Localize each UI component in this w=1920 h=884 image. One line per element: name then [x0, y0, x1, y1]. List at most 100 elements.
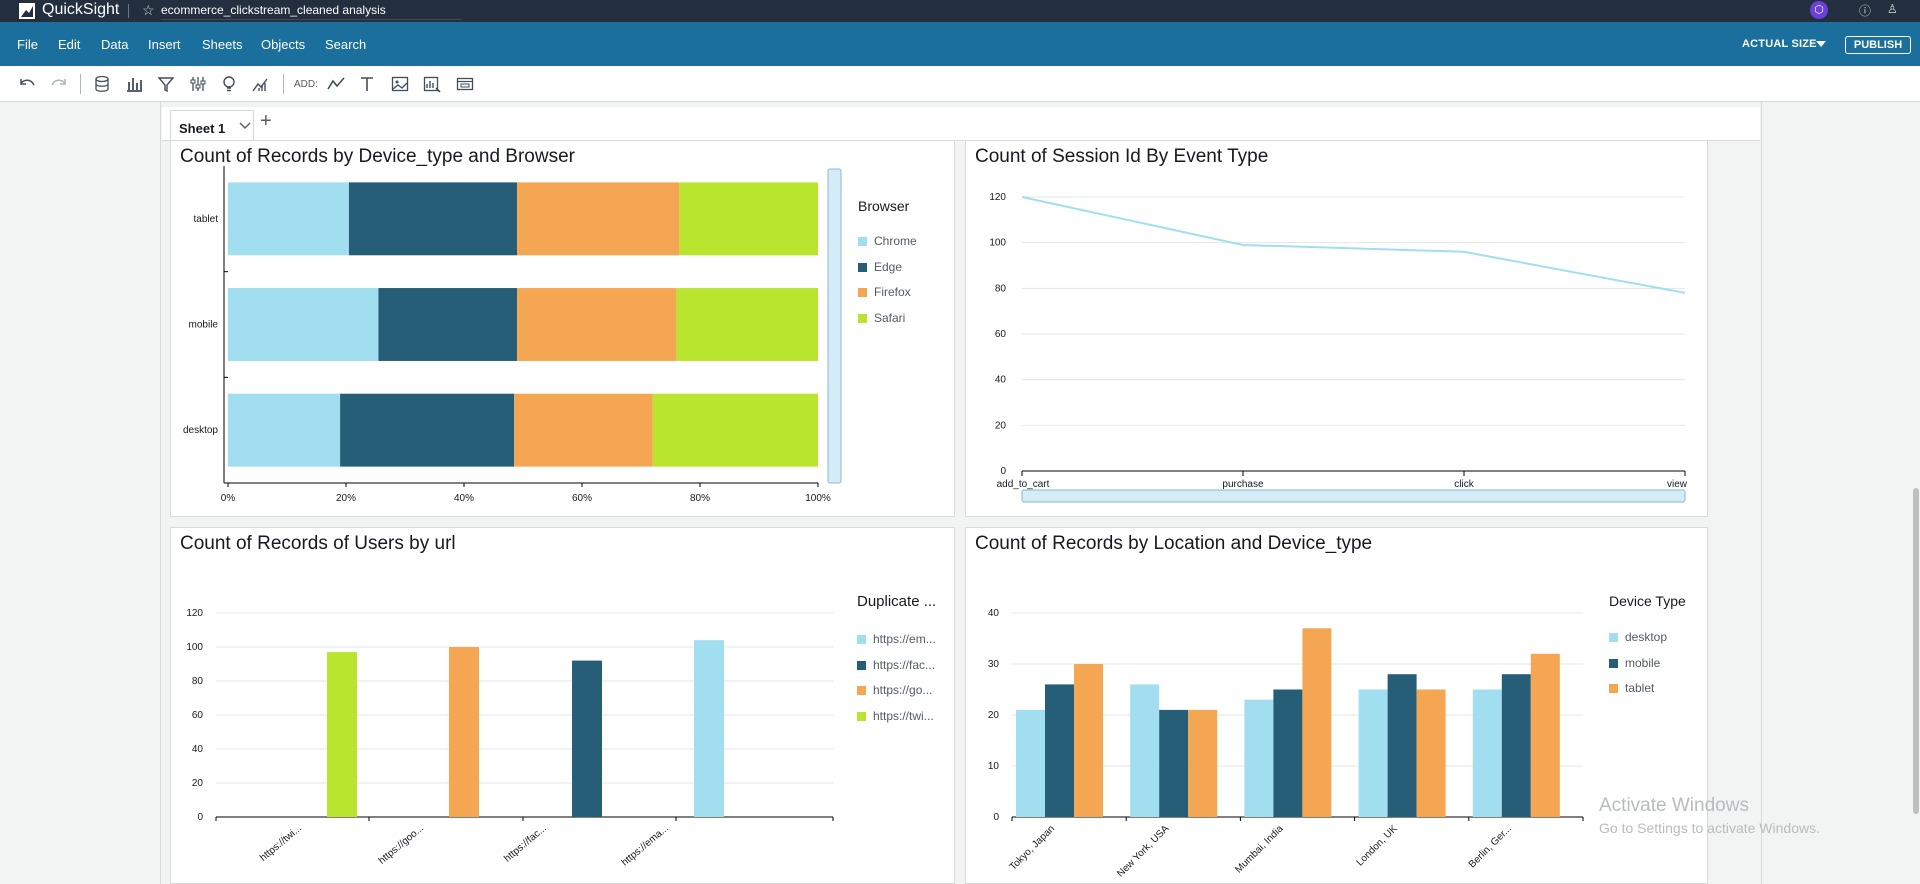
y-tick-label: 40 [988, 608, 1000, 619]
chart-scroll-range [1021, 489, 1686, 503]
publish-button[interactable]: PUBLISH [1845, 36, 1911, 54]
x-tick-label: 100% [805, 493, 831, 504]
x-tick-label: 40% [454, 493, 474, 504]
add-tile-icon[interactable] [455, 74, 475, 94]
menu-bar: File Edit Data Insert Sheets Objects Sea… [0, 22, 1920, 66]
x-tick-label: click [1454, 479, 1474, 490]
legend-label: mobile [1625, 656, 1661, 670]
visual-device-browser[interactable]: tablet mobile desktop 0% 20% 40% 60% 80% 100% Co… [170, 140, 955, 517]
legend-item-firefox[interactable]: Firefox [858, 285, 911, 299]
menu-data[interactable]: Data [101, 37, 129, 52]
bar-segment [228, 393, 341, 467]
chevron-down-icon[interactable] [239, 119, 251, 131]
user-account-icon[interactable]: ♙ [1887, 2, 1898, 16]
quicksight-logo-icon[interactable] [18, 2, 36, 20]
ml-insights-icon[interactable] [250, 74, 270, 94]
legend-item-tablet[interactable]: tablet [1609, 681, 1654, 695]
bar [327, 652, 357, 817]
add-insight-icon[interactable] [422, 74, 442, 94]
bar-segment [652, 393, 818, 467]
bar [1016, 709, 1045, 817]
amazon-q-icon[interactable]: ⬡ [1810, 1, 1828, 19]
y-tick-label: 80 [192, 676, 204, 687]
legend-item-edge[interactable]: Edge [858, 260, 902, 274]
legend-item-email[interactable]: https://em... [857, 632, 936, 646]
legend-label: tablet [1625, 681, 1655, 695]
menu-file[interactable]: File [17, 37, 38, 52]
visualize-icon[interactable] [124, 74, 144, 94]
add-image-icon[interactable] [390, 74, 410, 94]
x-tick-label: Mumbai, India [1233, 823, 1285, 875]
bar-segment [514, 393, 653, 467]
bar-segment [676, 288, 818, 361]
menu-search[interactable]: Search [325, 37, 367, 52]
legend-title: Device Type [1609, 593, 1686, 609]
menu-insert[interactable]: Insert [148, 37, 181, 52]
x-tick-label: https://ema... [620, 823, 671, 869]
bar [1387, 674, 1417, 817]
add-sheet-button[interactable]: + [260, 110, 272, 132]
bar-segment [517, 288, 677, 361]
app-brand[interactable]: QuickSight [42, 1, 120, 18]
bar-segment [679, 182, 818, 256]
y-tick-label: 40 [192, 744, 204, 755]
legend-item-safari[interactable]: Safari [858, 311, 905, 325]
sheet-tab-label: Sheet 1 [179, 121, 226, 136]
favorite-star-icon[interactable]: ☆ [142, 2, 155, 18]
menu-edit[interactable]: Edit [58, 37, 81, 52]
bar [694, 640, 724, 817]
bar [1159, 709, 1189, 817]
parameters-icon[interactable] [188, 74, 208, 94]
dataset-icon[interactable] [92, 74, 112, 94]
tab-sheet-1[interactable]: Sheet 1 [170, 110, 254, 141]
y-tick-label: 60 [192, 710, 204, 721]
scrollbar-thumb[interactable] [1913, 488, 1919, 814]
legend-label: https://twi... [873, 709, 934, 723]
y-tick-label: 60 [995, 329, 1007, 340]
help-icon[interactable]: ⓘ [1859, 4, 1872, 18]
visual-users-url[interactable]: 0 20 40 60 80 100 120 https://twi... https://goo… [170, 527, 955, 884]
add-label: ADD: [294, 79, 318, 90]
analysis-name-field[interactable]: ecommerce_clickstream_cleaned analysis [161, 3, 461, 20]
legend-label: https://em... [873, 632, 936, 646]
bar-segment [228, 288, 379, 361]
menu-objects[interactable]: Objects [261, 37, 306, 52]
legend-item-desktop[interactable]: desktop [1609, 630, 1667, 644]
y-tick-label: 20 [192, 778, 204, 789]
y-tick-label: 100 [989, 238, 1006, 249]
x-tick-label: add_to_cart [997, 479, 1050, 490]
undo-icon[interactable] [17, 74, 37, 94]
actual-size-dropdown[interactable]: ACTUAL SIZE [1742, 38, 1817, 50]
bar [572, 660, 602, 817]
visual-title: Count of Records of Users by url [180, 533, 456, 554]
x-tick-label: https://twi... [258, 823, 304, 864]
legend-label: https://fac... [873, 658, 936, 672]
visual-title: Count of Records by Location and Device_… [975, 533, 1373, 554]
legend-item-google[interactable]: https://go... [857, 683, 932, 697]
legend-label: Chrome [874, 234, 917, 248]
add-line-chart-icon[interactable] [326, 74, 346, 94]
add-text-icon[interactable] [357, 74, 377, 94]
grouped-bar-chart: 0 10 20 30 40 Tokyo, Japan New York, USA Mumbai… [988, 608, 1584, 879]
visual-location-device[interactable]: 0 10 20 30 40 Tokyo, Japan New York, USA Mumbai… [965, 527, 1708, 884]
legend-item-facebook[interactable]: https://fac... [857, 658, 935, 672]
bar [1302, 628, 1332, 817]
visual-session-event[interactable]: 0 20 40 60 80 100 120 add_to_cart purchase click v… [965, 140, 1708, 517]
legend-item-chrome[interactable]: Chrome [858, 234, 917, 248]
x-tick-label: Tokyo, Japan [1008, 823, 1057, 872]
bar [1416, 689, 1446, 817]
bar [1273, 689, 1303, 817]
legend-title: Browser [858, 198, 910, 214]
bar-segment [517, 182, 680, 256]
chevron-down-icon[interactable] [1816, 41, 1826, 47]
bar [1244, 699, 1274, 817]
bar [1074, 664, 1103, 817]
y-tick-label: 20 [988, 710, 1000, 721]
insights-icon[interactable] [219, 74, 239, 94]
legend-item-mobile[interactable]: mobile [1609, 656, 1660, 670]
x-tick-label: 80% [690, 493, 710, 504]
menu-sheets[interactable]: Sheets [202, 37, 243, 52]
redo-icon[interactable] [49, 74, 69, 94]
filter-icon[interactable] [156, 74, 176, 94]
legend-item-twitter[interactable]: https://twi... [857, 709, 934, 723]
